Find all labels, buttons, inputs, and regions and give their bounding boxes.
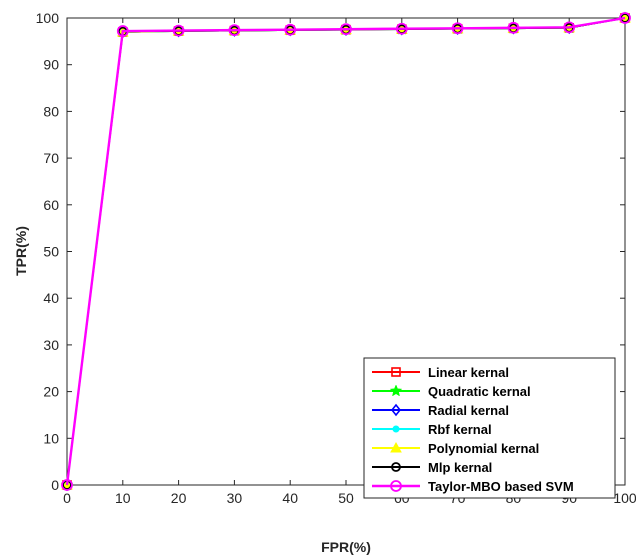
x-tick-label: 0 xyxy=(63,490,71,506)
legend-item: Taylor-MBO based SVM xyxy=(372,479,574,494)
series-layer xyxy=(60,11,632,492)
legend-label: Linear kernal xyxy=(428,365,509,380)
legend-item: Rbf kernal xyxy=(372,422,492,437)
y-tick-label: 30 xyxy=(43,337,59,353)
series-taylor-mbo-based-svm xyxy=(61,12,631,491)
y-tick-label: 80 xyxy=(43,103,59,119)
legend-label: Rbf kernal xyxy=(428,422,492,437)
square-marker xyxy=(391,367,401,377)
circle-marker xyxy=(395,22,408,35)
y-tick-label: 50 xyxy=(43,244,59,260)
x-tick-label: 20 xyxy=(171,490,187,506)
legend-item: Linear kernal xyxy=(372,365,509,380)
series-line xyxy=(65,16,626,486)
x-axis-label: FPR(%) xyxy=(321,539,371,555)
triangle-marker xyxy=(390,441,402,453)
legend-label: Radial kernal xyxy=(428,403,509,418)
legend-label: Taylor-MBO based SVM xyxy=(428,479,574,494)
legend-label: Mlp kernal xyxy=(428,460,492,475)
circle-marker xyxy=(228,24,241,37)
circle-marker xyxy=(61,479,73,491)
circle-marker xyxy=(284,23,297,36)
y-tick-label: 60 xyxy=(43,197,59,213)
legend-item: Quadratic kernal xyxy=(372,384,531,399)
circle-marker xyxy=(507,21,520,34)
x-tick-label: 40 xyxy=(282,490,298,506)
y-tick-label: 100 xyxy=(36,10,60,26)
y-tick-label: 0 xyxy=(51,477,59,493)
legend-item: Polynomial kernal xyxy=(372,441,539,456)
circle-marker xyxy=(451,22,464,35)
y-tick-label: 90 xyxy=(43,57,59,73)
diamond-marker xyxy=(390,403,402,417)
x-tick-label: 30 xyxy=(227,490,243,506)
star-marker xyxy=(389,384,403,397)
legend-label: Polynomial kernal xyxy=(428,441,539,456)
circle-marker xyxy=(116,25,129,37)
circle-marker xyxy=(619,12,631,24)
circle-marker xyxy=(563,21,576,34)
dot-marker xyxy=(392,425,400,433)
y-tick-label: 70 xyxy=(43,150,59,166)
legend-item: Mlp kernal xyxy=(372,460,492,475)
circle-marker xyxy=(390,480,402,492)
legend: Linear kernal Quadratic kernal Radial kern… xyxy=(363,357,616,499)
circle-marker xyxy=(391,462,401,472)
y-axis-label: TPR(%) xyxy=(13,226,29,276)
x-tick-label: 50 xyxy=(338,490,354,506)
circle-marker xyxy=(340,23,352,36)
legend-label: Quadratic kernal xyxy=(428,384,531,399)
circle-marker xyxy=(172,24,185,37)
y-tick-label: 10 xyxy=(43,430,59,446)
y-tick-label: 40 xyxy=(43,290,59,306)
x-tick-label: 10 xyxy=(115,490,131,506)
y-tick-label: 20 xyxy=(43,384,59,400)
legend-item: Radial kernal xyxy=(372,403,509,418)
x-tick-label: 100 xyxy=(613,490,636,506)
